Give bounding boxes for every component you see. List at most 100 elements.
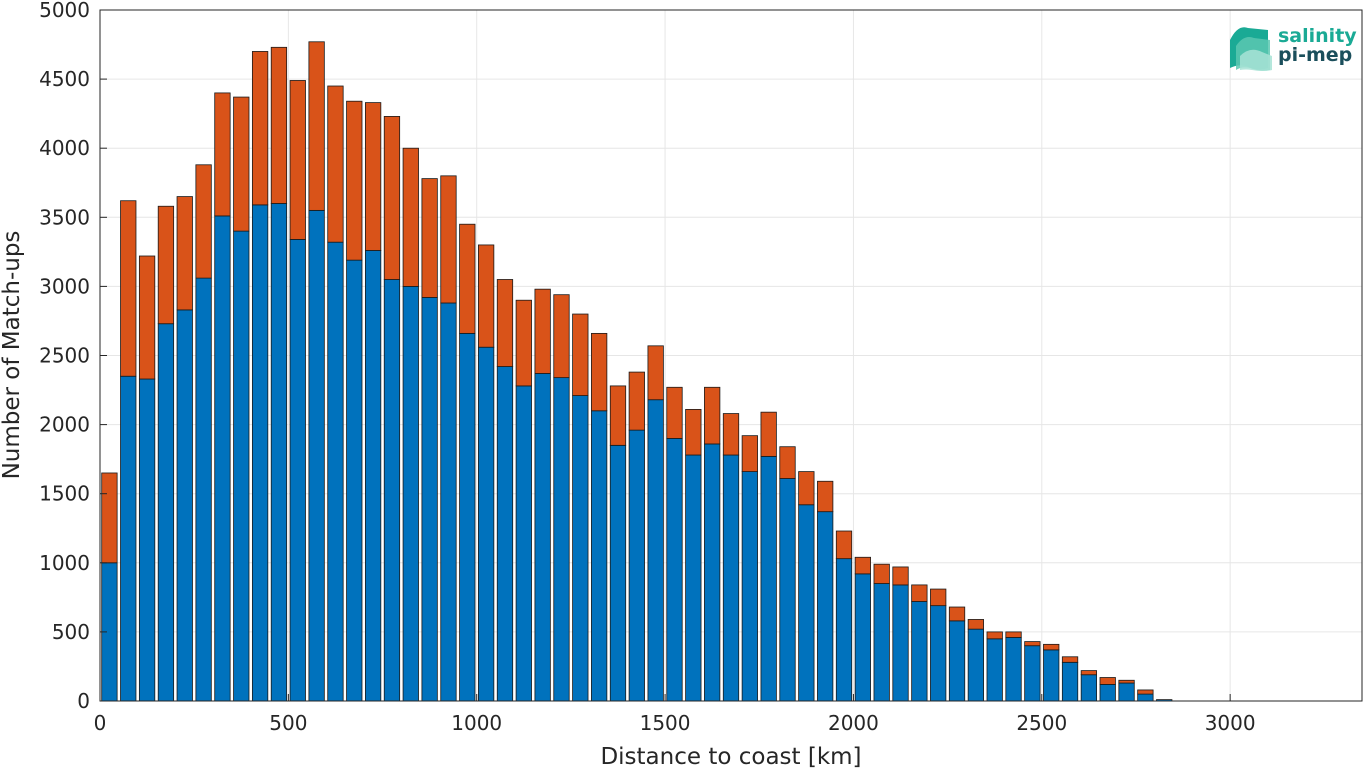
bar-series-2 — [308, 41, 325, 211]
bar-series-2 — [515, 299, 532, 387]
y-tick-label: 3500 — [39, 205, 90, 229]
bar-series-2 — [364, 102, 382, 251]
bar-series-2 — [873, 563, 890, 584]
bar-series-1 — [553, 377, 570, 702]
bar-series-1 — [214, 215, 231, 702]
bar-series-2 — [1118, 679, 1135, 684]
bar-series-1 — [948, 620, 966, 702]
bar-series-1 — [1099, 684, 1116, 702]
bar-series-2 — [214, 92, 231, 217]
bar-series-2 — [251, 51, 269, 206]
bar-series-1 — [1061, 661, 1079, 702]
bar-series-1 — [722, 454, 740, 702]
bar-series-2 — [1024, 641, 1041, 647]
bar-series-1 — [251, 204, 269, 702]
bar-series-1 — [986, 638, 1003, 702]
x-tick-label: 0 — [94, 711, 107, 735]
bar-series-1 — [308, 209, 325, 702]
bar-series-2 — [609, 385, 627, 446]
bar-series-2 — [628, 371, 645, 431]
bar-series-1 — [402, 285, 419, 702]
x-tick-label: 3000 — [1205, 711, 1256, 735]
bar-series-1 — [289, 239, 306, 702]
bar-series-1 — [1137, 693, 1154, 702]
bar-series-2 — [195, 164, 212, 279]
bar-series-1 — [327, 241, 344, 702]
bar-series-1 — [628, 429, 645, 702]
x-tick-label: 2000 — [828, 711, 879, 735]
bar-series-1 — [609, 444, 627, 702]
bar-series-2 — [176, 196, 193, 311]
y-axis-label: Number of Match-ups — [0, 231, 25, 480]
y-tick-label: 4500 — [39, 67, 90, 91]
logo-salinity-text: salinity — [1278, 25, 1357, 47]
bar-series-1 — [760, 455, 777, 702]
bar-series-1 — [892, 584, 909, 702]
bar-series-1 — [930, 605, 947, 702]
bar-series-2 — [157, 205, 175, 325]
bar-series-2 — [383, 116, 401, 280]
bar-series-1 — [138, 378, 156, 702]
bar-series-1 — [515, 385, 532, 702]
bar-series-2 — [666, 386, 683, 439]
bar-series-2 — [289, 80, 306, 240]
bar-series-2 — [948, 606, 966, 622]
bar-series-2 — [270, 46, 288, 204]
bar-series-1 — [591, 410, 608, 702]
bar-series-1 — [741, 471, 758, 702]
bar-series-1 — [685, 454, 702, 702]
bar-series-1 — [157, 323, 175, 702]
bar-series-1 — [1043, 649, 1060, 702]
bar-series-2 — [760, 411, 777, 457]
bar-series-2 — [553, 294, 570, 379]
bar-series-1 — [496, 366, 514, 702]
bar-series-1 — [779, 478, 796, 702]
bar-series-1 — [440, 302, 457, 702]
bar-series-2 — [346, 100, 363, 261]
bar-series-2 — [817, 480, 834, 513]
bar-series-1 — [534, 373, 551, 702]
bar-series-2 — [572, 313, 589, 396]
bar-series-2 — [1099, 677, 1116, 685]
bar-series-1 — [967, 628, 984, 702]
bar-series-1 — [459, 332, 476, 702]
bar-series-2 — [327, 85, 344, 243]
bar-series-1 — [647, 399, 664, 702]
bar-series-2 — [591, 332, 608, 412]
bar-series-1 — [1005, 637, 1022, 702]
bar-series-2 — [1137, 689, 1154, 695]
bar-series-2 — [986, 631, 1003, 640]
x-axis-label: Distance to coast [km] — [600, 744, 861, 769]
x-tick-label: 1000 — [451, 711, 502, 735]
x-tick-label: 500 — [269, 711, 307, 735]
x-axis-ticks: 0 500 1000 1500 2000 2500 3000 — [94, 694, 1256, 735]
bar-series-2 — [459, 223, 476, 334]
bar-series-1 — [346, 259, 363, 702]
bar-series-2 — [892, 566, 909, 586]
bar-series-1 — [817, 511, 834, 702]
bar-series-2 — [854, 556, 871, 575]
bar-series-1 — [270, 203, 288, 702]
bar-series-2 — [779, 446, 796, 479]
bar-series-1 — [572, 395, 589, 702]
bar-series-2 — [1061, 656, 1079, 663]
bar-series-1 — [1024, 645, 1041, 702]
bar-series-2 — [722, 413, 740, 456]
bar-series-2 — [120, 200, 137, 377]
bar-series-2 — [835, 530, 853, 560]
bar-series-1 — [854, 573, 871, 702]
bar-series-2 — [1005, 631, 1022, 638]
y-tick-label: 1500 — [39, 482, 90, 506]
bar-series-1 — [176, 309, 193, 702]
bar-series-1 — [364, 250, 382, 702]
bar-series-2 — [647, 345, 664, 401]
bar-series-2 — [496, 279, 514, 367]
bar-series-2 — [402, 147, 419, 287]
y-tick-label: 4000 — [39, 136, 90, 160]
bar-series-2 — [1043, 643, 1060, 651]
bar-series-2 — [101, 472, 118, 564]
y-tick-label: 1000 — [39, 551, 90, 575]
y-tick-label: 2000 — [39, 413, 90, 437]
bar-series-1 — [873, 583, 890, 702]
